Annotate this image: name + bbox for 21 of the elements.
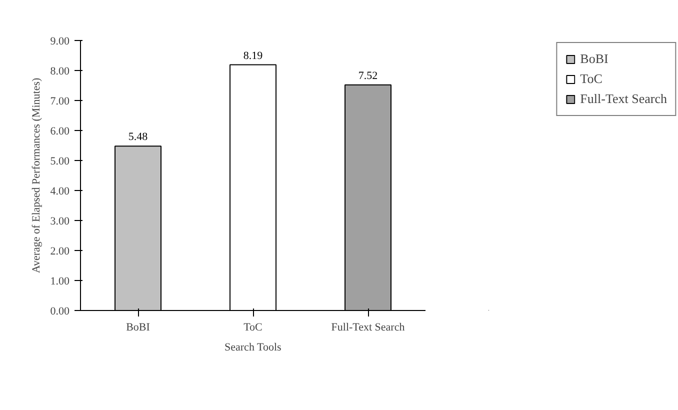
- legend-label: ToC: [580, 71, 602, 87]
- y-axis-title: Average of Elapsed Performances (Minutes): [30, 78, 42, 274]
- y-tick-label: 1.00: [50, 276, 70, 288]
- legend-label: Full-Text Search: [580, 91, 667, 107]
- y-tick-label: 6.00: [50, 126, 70, 138]
- x-tick-label: BoBI: [126, 322, 150, 334]
- x-axis-title: Search Tools: [224, 342, 282, 354]
- y-tick-label: 7.00: [50, 96, 70, 108]
- y-tick-label: 2.00: [50, 246, 70, 258]
- legend-label: BoBI: [580, 51, 608, 67]
- y-tick-label: 8.00: [50, 66, 70, 78]
- data-label: 7.52: [358, 70, 378, 82]
- y-tick-label: 5.00: [50, 156, 70, 168]
- y-tick-label: 4.00: [50, 186, 70, 198]
- data-label: 5.48: [128, 131, 148, 144]
- y-tick-label: 0.00: [50, 306, 70, 318]
- y-tick-label: 3.00: [50, 216, 70, 228]
- y-tick-label: 9.00: [50, 36, 70, 48]
- data-label: 8.19: [243, 50, 264, 62]
- x-tick-label: ToC: [244, 322, 262, 334]
- x-tick-label: Full-Text Search: [331, 322, 406, 334]
